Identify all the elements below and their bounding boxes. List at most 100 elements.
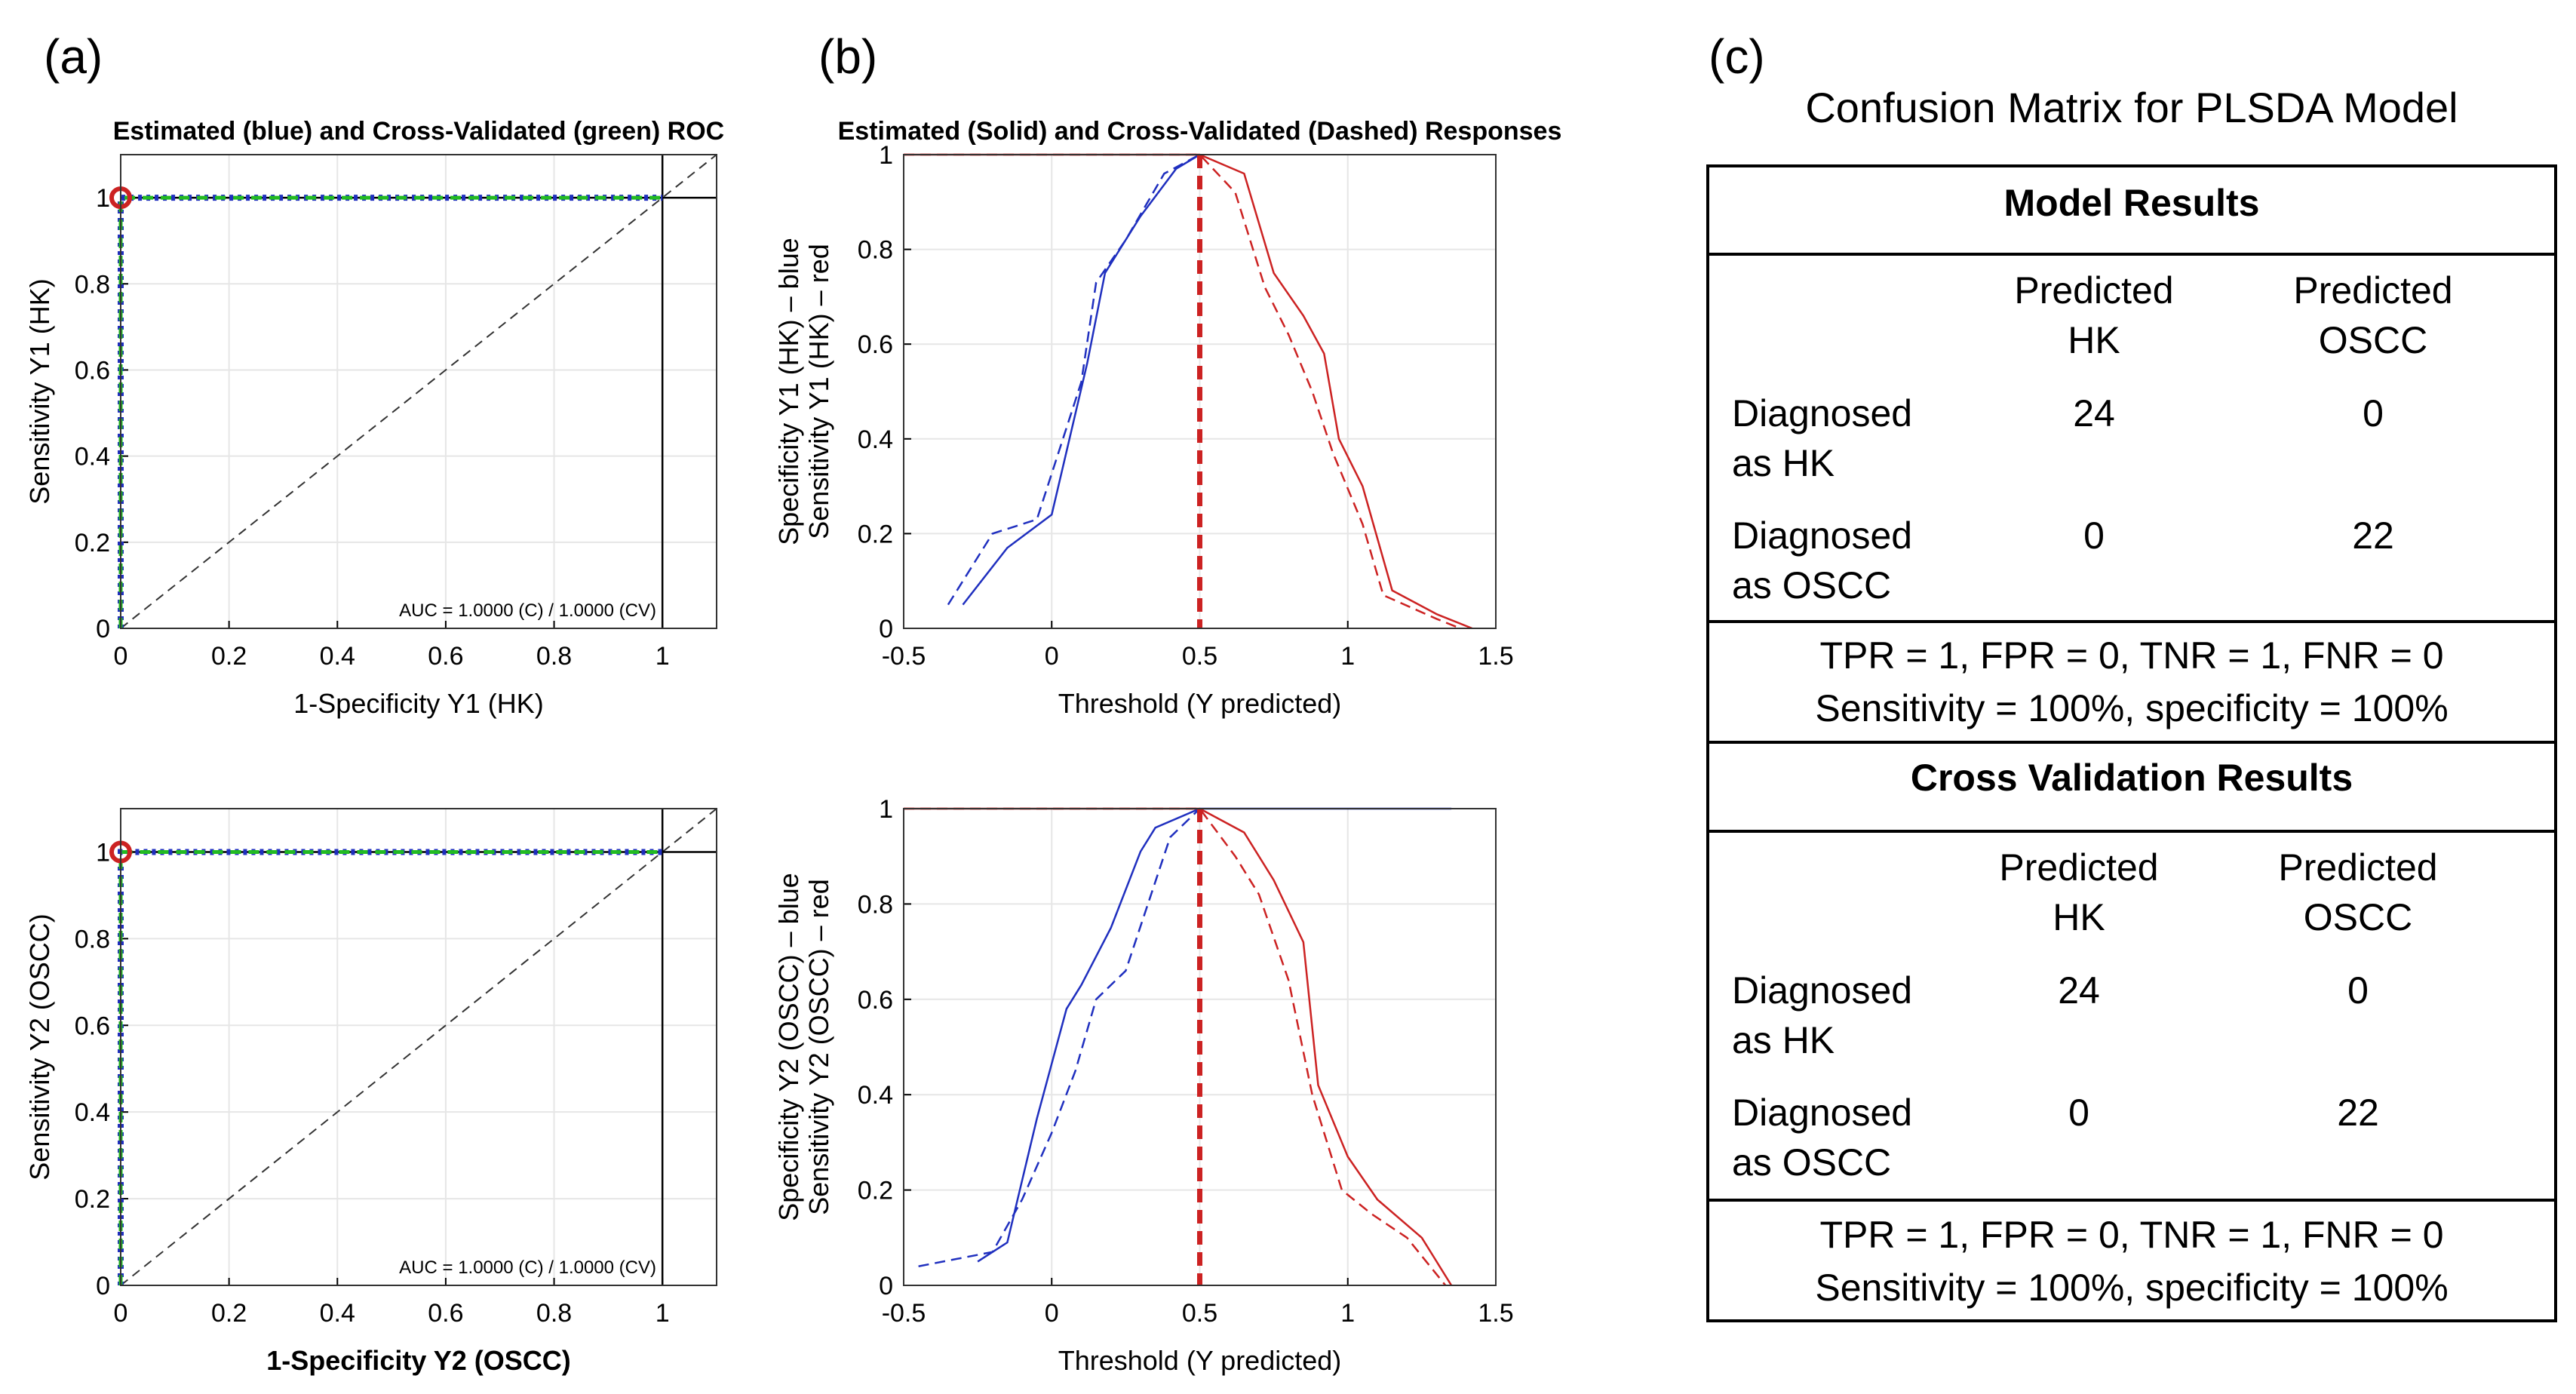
cv-cell-hk-oscc: 0 <box>2347 969 2369 1012</box>
y-tick-label: 0.6 <box>858 330 893 359</box>
response-curve-series-3 <box>904 807 1453 1286</box>
plot-1 <box>109 154 717 629</box>
x-tick-label: 1 <box>1340 1299 1355 1328</box>
y-tick-label: 0.4 <box>858 1081 893 1110</box>
cv-row-header-diagnosed-oscc: Diagnosed as OSCC <box>1732 1092 1913 1184</box>
y-axis-label: Specificity Y1 (HK) – blue <box>773 238 804 545</box>
y-tick-label: 0.6 <box>75 356 110 385</box>
cv-row-header-diagnosed-hk: Diagnosed as HK <box>1732 969 1913 1061</box>
y-tick-label: 0.4 <box>75 1098 110 1127</box>
response-curve-series-1 <box>962 153 1201 606</box>
x-tick-label: 0.8 <box>536 642 572 671</box>
panel-label-c: (c) <box>1709 29 1765 84</box>
plot-2 <box>903 153 1497 630</box>
y-axis-label: Sensitivity Y2 (OSCC) – red <box>803 879 834 1214</box>
x-tick-label: 0.8 <box>536 1299 572 1328</box>
y-axis-label: Sensitivity Y1 (HK) – red <box>803 244 834 539</box>
x-tick-label: 0 <box>1045 642 1059 671</box>
cv-cell-oscc-hk: 0 <box>2068 1092 2089 1134</box>
y-tick-label: 0 <box>96 1272 110 1300</box>
y-tick-label: 0.8 <box>75 270 110 299</box>
y-tick-label: 1 <box>879 141 893 170</box>
auc-annotation: AUC = 1.0000 (C) / 1.0000 (CV) <box>399 1257 656 1278</box>
x-tick-label: 0.6 <box>428 642 463 671</box>
cv-cell-oscc-oscc: 22 <box>2337 1092 2379 1134</box>
row-header-diagnosed-hk: Diagnosed as HK <box>1732 392 1913 484</box>
model-summary: TPR = 1, FPR = 0, TNR = 1, FNR = 0 Sensi… <box>1815 634 2449 729</box>
model-cell-oscc-hk: 0 <box>2083 514 2105 557</box>
col-header-predicted-oscc: Predicted OSCC <box>2293 269 2453 361</box>
x-tick-label: 0.6 <box>428 1299 463 1328</box>
y-axis-label: Sensitivity Y2 (OSCC) <box>24 913 55 1180</box>
x-tick-label: 1.5 <box>1478 642 1513 671</box>
response-curve-series-2 <box>918 808 1201 1267</box>
diagonal-reference-line <box>120 154 717 629</box>
model-results-header: Model Results <box>2003 182 2260 224</box>
x-tick-label: -0.5 <box>882 1299 926 1328</box>
y-tick-label: 0.2 <box>75 1185 110 1214</box>
response-curve-series-1 <box>977 807 1452 1263</box>
response-curve-series-4 <box>904 153 1461 630</box>
col-header-predicted-hk: Predicted HK <box>2014 269 2174 361</box>
confusion-matrix-title: Confusion Matrix for PLSDA Model <box>1805 84 2458 131</box>
cv-col-header-predicted-oscc: Predicted OSCC <box>2278 846 2438 938</box>
chart-title: Estimated (blue) and Cross-Validated (gr… <box>113 117 724 146</box>
x-axis-label: Threshold (Y predicted) <box>1058 688 1342 719</box>
x-tick-label: 1 <box>656 1299 670 1328</box>
x-tick-label: -0.5 <box>882 642 926 671</box>
y-tick-label: 0.6 <box>75 1012 110 1040</box>
x-tick-label: 1 <box>1340 642 1355 671</box>
auc-annotation: AUC = 1.0000 (C) / 1.0000 (CV) <box>399 600 656 621</box>
y-tick-label: 1 <box>879 795 893 824</box>
panel-label-a: (a) <box>44 29 103 84</box>
y-tick-label: 0 <box>879 1272 893 1300</box>
plot-4 <box>903 807 1497 1286</box>
panel-label-b: (b) <box>818 29 878 84</box>
cv-summary: TPR = 1, FPR = 0, TNR = 1, FNR = 0 Sensi… <box>1815 1214 2449 1309</box>
response-curve-series-3 <box>904 153 1473 630</box>
confusion-matrix-table: Model Results Predicted HK Predicted OSCC … <box>1706 164 2557 1322</box>
x-tick-label: 0 <box>114 1299 128 1328</box>
y-tick-label: 0.8 <box>75 925 110 953</box>
axes-frame <box>903 808 1497 1286</box>
y-tick-label: 0 <box>96 615 110 643</box>
y-tick-label: 0.8 <box>858 236 893 265</box>
x-tick-label: 0.4 <box>320 642 355 671</box>
x-tick-label: 0 <box>1045 1299 1059 1328</box>
x-tick-label: 0.4 <box>320 1299 355 1328</box>
row-header-diagnosed-oscc: Diagnosed as OSCC <box>1732 514 1913 606</box>
y-tick-label: 0 <box>879 615 893 643</box>
plot-3 <box>109 808 717 1286</box>
response-curve-series-2 <box>947 153 1201 606</box>
divider <box>1709 830 2554 833</box>
cv-results-header: Cross Validation Results <box>1910 757 2353 799</box>
y-axis-label: Sensitivity Y1 (HK) <box>24 278 55 504</box>
x-axis-label: 1-Specificity Y1 (HK) <box>293 688 543 719</box>
y-tick-label: 0.8 <box>858 890 893 919</box>
y-tick-label: 0.2 <box>858 1177 893 1205</box>
y-tick-label: 0.2 <box>858 520 893 548</box>
divider <box>1709 253 2554 256</box>
axes-frame <box>903 154 1497 629</box>
y-axis-label: Specificity Y2 (OSCC) – blue <box>773 873 804 1221</box>
y-tick-label: 0.4 <box>75 443 110 471</box>
x-tick-label: 1.5 <box>1478 1299 1513 1328</box>
x-tick-label: 1 <box>656 642 670 671</box>
divider <box>1709 1199 2554 1202</box>
model-cell-hk-hk: 24 <box>2073 392 2115 434</box>
x-tick-label: 0.2 <box>211 642 247 671</box>
y-tick-label: 0.4 <box>858 425 893 454</box>
x-axis-label: 1-Specificity Y2 (OSCC) <box>266 1345 570 1376</box>
divider <box>1709 741 2554 744</box>
y-tick-label: 0.2 <box>75 529 110 557</box>
cv-col-header-predicted-hk: Predicted HK <box>1999 846 2159 938</box>
axes-frame <box>120 154 717 629</box>
cv-cell-hk-hk: 24 <box>2058 969 2100 1012</box>
diagonal-reference-line <box>120 808 717 1286</box>
axes-frame <box>120 808 717 1286</box>
x-tick-label: 0.5 <box>1182 1299 1217 1328</box>
model-cell-oscc-oscc: 22 <box>2352 514 2394 557</box>
x-tick-label: 0.5 <box>1182 642 1217 671</box>
y-tick-label: 0.6 <box>858 986 893 1015</box>
x-tick-label: 0.2 <box>211 1299 247 1328</box>
